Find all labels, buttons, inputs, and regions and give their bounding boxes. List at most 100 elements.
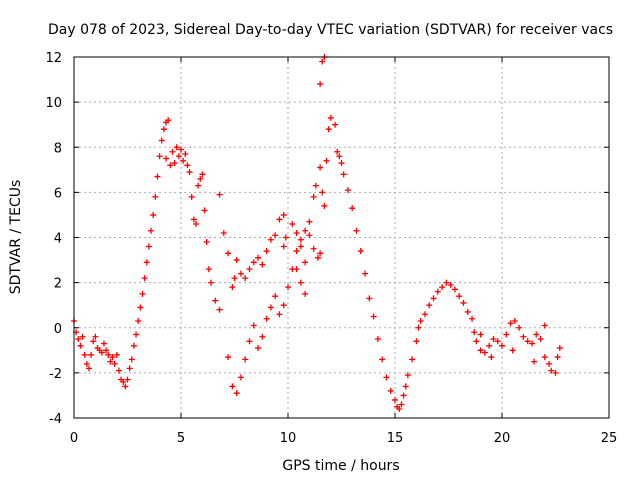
data-point xyxy=(182,151,189,158)
data-point xyxy=(321,202,328,209)
data-point xyxy=(272,232,279,239)
data-point xyxy=(139,290,146,297)
data-point xyxy=(150,211,157,218)
data-point xyxy=(541,322,548,329)
data-point xyxy=(319,58,326,65)
data-point xyxy=(434,288,441,295)
data-point xyxy=(302,259,309,266)
data-point xyxy=(556,345,563,352)
data-point xyxy=(366,295,373,302)
data-point xyxy=(135,317,142,324)
data-point xyxy=(327,114,334,121)
data-point xyxy=(524,338,531,345)
y-tick-label: 8 xyxy=(54,141,62,156)
data-point xyxy=(237,374,244,381)
data-point xyxy=(192,220,199,227)
data-point xyxy=(255,254,262,261)
data-point xyxy=(242,356,249,363)
data-point xyxy=(477,331,484,338)
data-point xyxy=(205,266,212,273)
data-point xyxy=(314,254,321,261)
data-point xyxy=(332,121,339,128)
data-point xyxy=(520,333,527,340)
data-point xyxy=(88,351,95,358)
data-point xyxy=(392,396,398,403)
plot-area-border xyxy=(73,56,610,419)
data-point xyxy=(312,182,319,189)
data-point xyxy=(528,340,535,347)
data-point xyxy=(417,317,424,324)
data-point xyxy=(255,345,262,352)
y-tick-label: -2 xyxy=(49,367,62,382)
data-point xyxy=(229,284,236,291)
data-point xyxy=(280,211,287,218)
data-point xyxy=(233,390,240,397)
data-point xyxy=(197,175,204,182)
data-point xyxy=(280,243,287,250)
data-point xyxy=(413,338,420,345)
data-point xyxy=(158,137,165,144)
data-point xyxy=(537,336,544,343)
data-point xyxy=(115,367,122,374)
data-point xyxy=(323,157,330,164)
x-tick-label: 5 xyxy=(177,431,185,446)
data-point xyxy=(165,117,172,124)
data-point xyxy=(263,315,270,322)
data-point xyxy=(319,189,326,196)
data-point xyxy=(460,299,467,306)
y-axis-label: SDTVAR / TECUs xyxy=(8,180,24,295)
data-point xyxy=(267,236,274,243)
data-point xyxy=(499,342,505,349)
data-point xyxy=(398,401,405,408)
data-point xyxy=(464,308,471,315)
data-point xyxy=(507,320,514,327)
data-point xyxy=(100,340,107,347)
data-point xyxy=(310,193,317,200)
data-point xyxy=(310,245,317,252)
y-tick-label: 12 xyxy=(45,51,62,66)
data-point xyxy=(216,191,223,198)
data-point xyxy=(231,275,238,282)
data-point xyxy=(167,162,174,169)
data-point xyxy=(317,81,324,88)
data-point xyxy=(282,234,289,241)
data-point xyxy=(531,358,538,365)
data-point xyxy=(250,322,257,329)
data-point xyxy=(259,261,266,268)
data-point xyxy=(225,354,232,361)
data-point xyxy=(201,207,208,214)
data-point xyxy=(199,171,206,178)
data-point xyxy=(516,324,523,331)
data-point xyxy=(122,383,129,390)
data-point xyxy=(111,360,118,367)
data-point xyxy=(141,275,148,282)
data-point xyxy=(552,369,559,376)
grid-lines xyxy=(74,57,609,418)
data-point xyxy=(486,342,493,349)
x-tick-label: 25 xyxy=(601,431,618,446)
data-point xyxy=(229,383,236,390)
data-point xyxy=(242,275,249,282)
data-point xyxy=(156,153,163,160)
data-point xyxy=(267,304,274,311)
data-point xyxy=(325,126,332,133)
data-point xyxy=(302,227,309,234)
x-tick-label: 15 xyxy=(387,431,404,446)
data-point xyxy=(272,293,279,300)
data-point xyxy=(175,153,182,160)
data-point xyxy=(148,227,155,234)
data-point xyxy=(98,349,105,356)
data-point xyxy=(186,169,193,176)
data-point xyxy=(297,243,304,250)
data-point xyxy=(554,354,561,361)
data-point xyxy=(190,216,197,223)
data-point xyxy=(451,286,458,293)
data-point xyxy=(344,187,351,194)
data-point xyxy=(152,193,159,200)
data-point xyxy=(471,329,478,336)
data-point xyxy=(233,257,240,264)
data-point xyxy=(383,374,390,381)
data-point xyxy=(263,248,270,255)
data-point xyxy=(349,205,356,212)
y-tick-label: 2 xyxy=(54,277,62,292)
